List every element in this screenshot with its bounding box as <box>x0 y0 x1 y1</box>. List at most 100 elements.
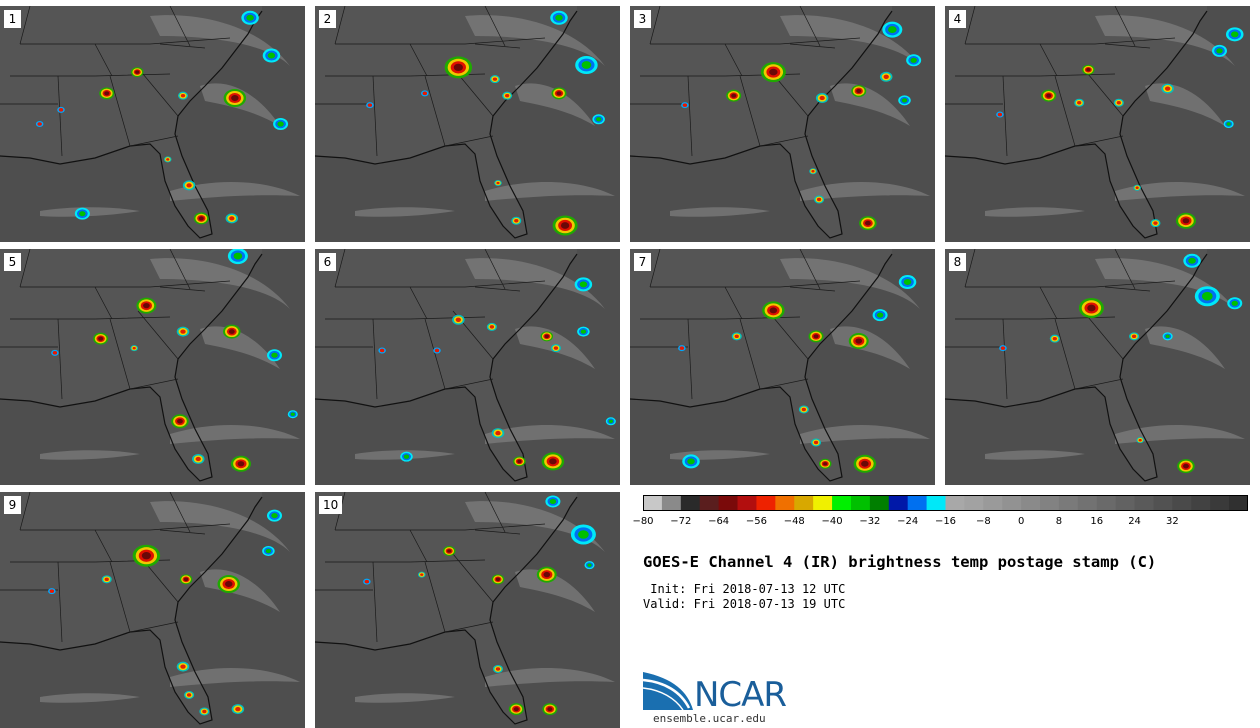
storm-cell <box>536 566 557 583</box>
storm-cell <box>199 707 210 716</box>
state-border <box>1114 249 1136 290</box>
state-border <box>964 249 976 288</box>
storm-cell <box>130 345 138 352</box>
state-border <box>444 621 494 633</box>
cloud-region <box>780 258 920 309</box>
panel-number-label: 6 <box>319 253 336 271</box>
state-border <box>759 135 809 147</box>
storm-cell <box>1175 212 1196 229</box>
colorbar-bin <box>1115 495 1136 511</box>
storm-cell <box>577 326 590 337</box>
storm-cell <box>99 87 115 100</box>
storm-cell <box>267 509 282 522</box>
state-border <box>724 286 743 320</box>
colorbar-bin <box>756 495 776 511</box>
cloud-region <box>515 569 595 612</box>
colorbar-bin <box>907 495 928 511</box>
storm-cell <box>762 301 785 320</box>
storm-cell <box>678 345 686 352</box>
storm-cell <box>898 95 911 106</box>
storm-cell <box>513 456 526 467</box>
state-border <box>19 6 31 45</box>
colorbar-bin <box>1096 495 1117 511</box>
panel-number-label: 9 <box>4 496 21 514</box>
storm-cell <box>267 349 282 362</box>
colorbar-tick: −72 <box>670 516 692 527</box>
state-border <box>484 6 506 47</box>
storm-cell <box>552 215 578 236</box>
colorbar-border <box>643 495 1248 511</box>
ir-satellite-map <box>315 492 620 728</box>
state-border <box>799 6 821 47</box>
state-border <box>650 280 861 288</box>
state-border <box>1082 67 1124 117</box>
postage-stamp-panel-4: 4 <box>945 6 1250 242</box>
colorbar-tick: 32 <box>1166 516 1179 527</box>
storm-cell <box>996 111 1004 118</box>
storm-cell <box>494 180 502 186</box>
colorbar-tick: 8 <box>1055 516 1063 527</box>
storm-cell <box>502 91 513 100</box>
state-border <box>1039 286 1058 320</box>
storm-cell <box>217 575 240 594</box>
storm-cell <box>1049 334 1060 343</box>
storm-cell <box>178 91 188 100</box>
valid-time: Valid: Fri 2018-07-13 19 UTC <box>643 597 846 611</box>
cloud-region <box>1115 181 1245 201</box>
storm-cell <box>231 704 245 715</box>
colorbar-tick: −8 <box>975 516 991 527</box>
coastline <box>945 253 1208 482</box>
state-border <box>372 75 378 157</box>
cloud-region <box>800 181 930 201</box>
state-border <box>739 75 761 147</box>
storm-cell <box>132 544 161 567</box>
cloud-region <box>465 501 605 552</box>
state-border <box>372 318 378 400</box>
storm-cell <box>176 326 190 337</box>
colorbar-bin <box>794 495 814 511</box>
storm-cell <box>230 455 251 472</box>
colorbar-tick: −64 <box>708 516 730 527</box>
state-border <box>1039 43 1058 77</box>
storm-cell <box>493 665 503 673</box>
storm-cell <box>808 330 824 343</box>
storm-cell <box>136 297 157 314</box>
state-border <box>452 553 494 603</box>
cloud-region <box>485 424 615 444</box>
state-border <box>335 280 546 288</box>
state-border <box>1054 318 1076 390</box>
state-border <box>1054 75 1076 147</box>
storm-cell <box>444 56 473 79</box>
colorbar-bin <box>699 495 720 511</box>
postage-stamp-panel-1: 1 <box>0 6 305 242</box>
cloud-region <box>355 207 455 217</box>
postage-stamp-panel-2: 2 <box>315 6 620 242</box>
colorbar-bin <box>813 495 833 511</box>
state-border <box>159 529 206 535</box>
postage-stamp-panel-9: 9 <box>0 492 305 728</box>
cloud-region <box>485 667 615 687</box>
state-border <box>474 43 521 49</box>
storm-cell <box>51 349 59 356</box>
state-border <box>334 249 346 288</box>
state-border <box>20 523 231 531</box>
coastline <box>630 10 893 239</box>
postage-stamp-panel-10: 10 <box>315 492 620 728</box>
cloud-region <box>1095 15 1235 66</box>
panel-number-label: 10 <box>319 496 343 514</box>
state-border <box>424 75 446 147</box>
colorbar-bin <box>945 495 965 511</box>
storm-cell <box>489 75 500 84</box>
storm-cell <box>999 345 1007 352</box>
state-border <box>724 43 743 77</box>
storm-cell <box>182 180 196 191</box>
colorbar-bin <box>888 495 909 511</box>
state-border <box>687 75 693 157</box>
colorbar-bin <box>832 495 852 511</box>
storm-cell <box>1212 44 1227 57</box>
storm-cell <box>35 121 44 127</box>
storm-cell <box>1082 64 1095 75</box>
state-border <box>1074 378 1124 390</box>
state-border <box>474 529 521 535</box>
colorbar-bin <box>1153 495 1173 511</box>
